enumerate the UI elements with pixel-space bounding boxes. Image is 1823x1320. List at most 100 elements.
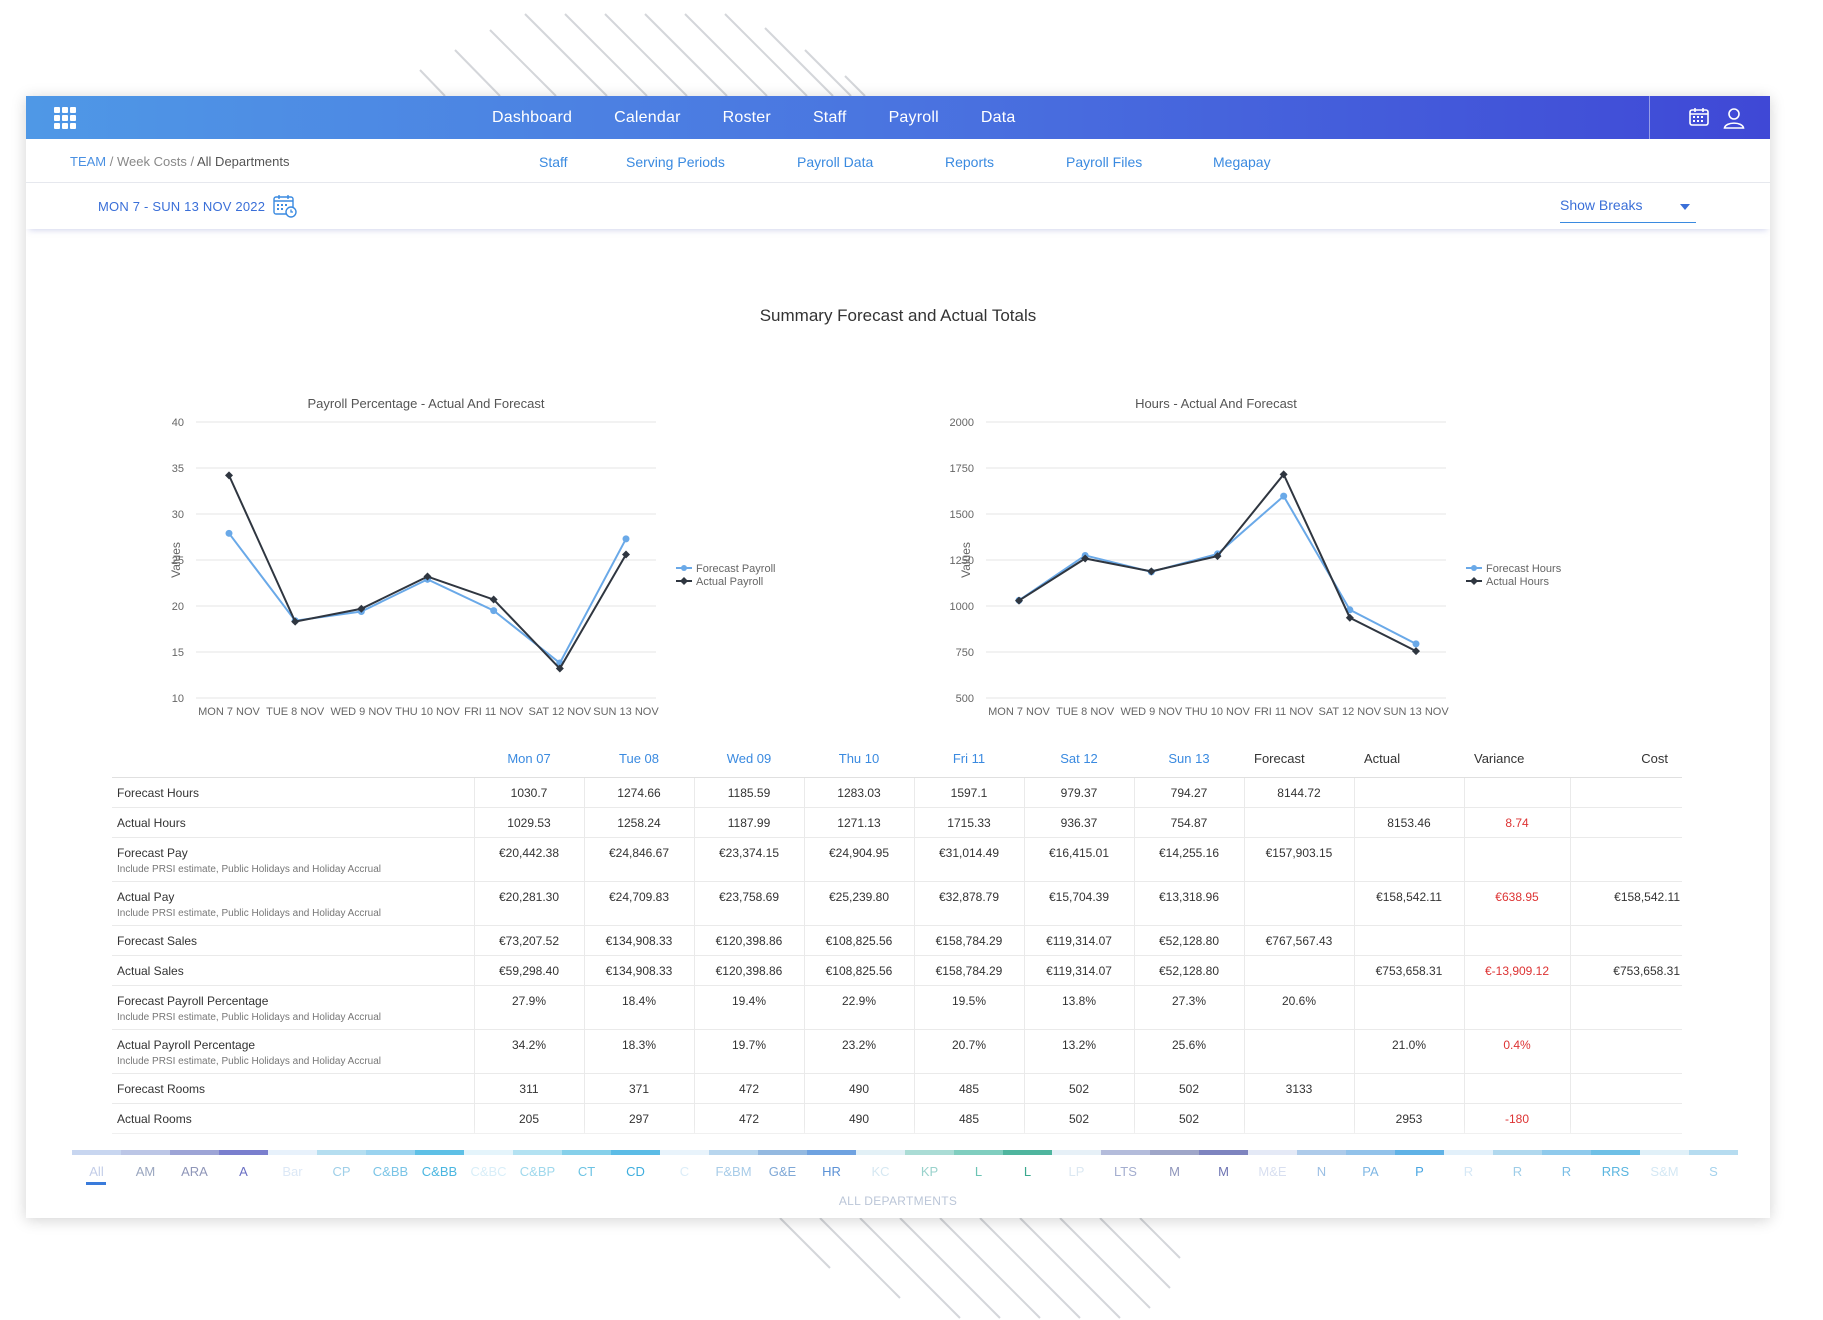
sub-navigation: TEAM / Week Costs / All Departments Staf…	[26, 139, 1770, 183]
department-item[interactable]: S&M	[1650, 1164, 1679, 1179]
department-item[interactable]: KC	[871, 1164, 890, 1179]
y-tick-label: 500	[956, 693, 974, 705]
department-item[interactable]: KP	[920, 1164, 939, 1179]
nav-payroll[interactable]: Payroll	[888, 108, 939, 126]
data-point[interactable]	[1081, 554, 1090, 563]
day-value-cell: €119,314.07	[1023, 955, 1134, 986]
data-point[interactable]	[622, 550, 630, 559]
department-item[interactable]: CP	[332, 1164, 351, 1179]
department-item[interactable]: L	[1023, 1164, 1032, 1179]
department-item[interactable]: M	[1169, 1164, 1180, 1179]
variance-cell: 8.74	[1463, 807, 1570, 838]
data-point[interactable]	[1015, 596, 1023, 605]
day-value-cell: 1187.99	[693, 807, 804, 838]
nav-staff[interactable]: Staff	[812, 108, 847, 126]
department-item[interactable]: HR	[822, 1164, 841, 1179]
department-item[interactable]: G&E	[768, 1164, 797, 1179]
y-tick-label: 25	[172, 555, 184, 567]
y-tick-label: 40	[172, 417, 184, 429]
data-point[interactable]	[225, 471, 233, 480]
totals-table: Mon 07 Tue 08 Wed 09 Thu 10 Fri 11 Sat 1…	[112, 740, 1682, 1134]
data-point[interactable]	[225, 529, 233, 537]
row-sublabel: Include PRSI estimate, Public Holidays a…	[117, 907, 382, 919]
x-tick-label: SAT 12 NOV	[529, 706, 592, 716]
department-item[interactable]: A	[239, 1164, 248, 1179]
subtab-staff[interactable]: Staff	[539, 154, 568, 170]
department-item[interactable]: LTS	[1114, 1164, 1137, 1179]
department-item[interactable]: R	[1512, 1164, 1523, 1179]
day-value-cell: 502	[1023, 1073, 1134, 1104]
day-value-cell: 23.2%	[803, 1029, 914, 1074]
nav-dashboard[interactable]: Dashboard	[492, 108, 573, 126]
department-item[interactable]: RRS	[1601, 1164, 1630, 1179]
department-item[interactable]: All	[89, 1164, 104, 1179]
department-stripe	[219, 1150, 268, 1155]
header-variance: Variance	[1464, 740, 1570, 778]
department-item[interactable]: CT	[577, 1164, 596, 1179]
data-point[interactable]	[291, 617, 300, 626]
breadcrumb-week-costs[interactable]: Week Costs	[117, 154, 187, 169]
department-item[interactable]: C	[679, 1164, 690, 1179]
department-item[interactable]: C&BB	[372, 1164, 409, 1179]
department-item[interactable]: R	[1561, 1164, 1572, 1179]
nav-calendar[interactable]: Calendar	[614, 108, 681, 126]
date-picker-calendar-icon[interactable]	[272, 193, 298, 224]
data-point[interactable]	[357, 604, 366, 613]
subtab-serving-periods[interactable]: Serving Periods	[626, 154, 725, 170]
day-value-cell: €24,709.83	[583, 881, 694, 926]
department-item[interactable]: Bar	[282, 1164, 303, 1179]
department-item[interactable]: L	[974, 1164, 983, 1179]
x-tick-label: THU 10 NOV	[1185, 706, 1250, 716]
data-point[interactable]	[1147, 567, 1156, 576]
department-item[interactable]: M	[1218, 1164, 1229, 1179]
day-value-cell: €158,784.29	[913, 925, 1024, 956]
department-item[interactable]: R	[1463, 1164, 1474, 1179]
day-value-cell: 1271.13	[803, 807, 914, 838]
department-item[interactable]: PA	[1362, 1164, 1379, 1179]
department-item[interactable]: AM	[135, 1164, 156, 1179]
data-point[interactable]	[490, 607, 498, 615]
department-item[interactable]: CD	[626, 1164, 645, 1179]
data-point[interactable]	[489, 595, 498, 604]
data-point[interactable]	[555, 664, 564, 673]
nav-data[interactable]: Data	[980, 108, 1016, 126]
apps-grid-icon[interactable]	[54, 107, 76, 129]
department-item[interactable]: ARA	[181, 1164, 208, 1179]
department-item[interactable]: F&BM	[715, 1164, 752, 1179]
department-item[interactable]: N	[1316, 1164, 1327, 1179]
subtab-reports[interactable]: Reports	[945, 154, 995, 170]
date-range-label[interactable]: MON 7 - SUN 13 NOV 2022	[98, 199, 266, 214]
row-label-cell: Forecast Pay Include PRSI estimate, Publi…	[112, 837, 474, 882]
data-point[interactable]	[1279, 470, 1288, 479]
data-point[interactable]	[1280, 492, 1288, 500]
department-item[interactable]: C&BC	[470, 1164, 507, 1179]
day-value-cell: 25.6%	[1133, 1029, 1244, 1074]
x-tick-label: MON 7 NOV	[198, 706, 260, 716]
department-stripe	[513, 1150, 562, 1155]
subtab-payroll-data[interactable]: Payroll Data	[797, 154, 874, 170]
department-item[interactable]: C&BB	[421, 1164, 458, 1179]
data-point[interactable]	[622, 535, 630, 543]
day-value-cell: 371	[583, 1073, 694, 1104]
department-item[interactable]: C&BP	[519, 1164, 556, 1179]
department-item[interactable]: P	[1415, 1164, 1424, 1179]
breadcrumb-team[interactable]: TEAM	[70, 154, 107, 169]
data-point[interactable]	[1213, 552, 1222, 561]
data-point[interactable]	[1412, 647, 1420, 656]
nav-roster[interactable]: Roster	[722, 108, 771, 126]
data-point[interactable]	[423, 572, 432, 581]
subtab-payroll-files[interactable]: Payroll Files	[1066, 154, 1143, 170]
user-profile-icon[interactable]	[1722, 106, 1746, 135]
subtab-megapay[interactable]: Megapay	[1213, 154, 1271, 170]
day-value-cell: 502	[1133, 1073, 1244, 1104]
calendar-icon[interactable]	[1688, 106, 1710, 135]
data-point[interactable]	[1412, 640, 1420, 648]
day-value-cell: 1185.59	[693, 777, 804, 808]
data-point[interactable]	[1345, 613, 1354, 622]
department-item[interactable]: S	[1709, 1164, 1718, 1179]
department-item[interactable]: LP	[1068, 1164, 1085, 1179]
cost-cell: €158,542.11	[1569, 881, 1682, 926]
department-item[interactable]: M&E	[1258, 1164, 1287, 1179]
show-breaks-select[interactable]: Show Breaks	[1560, 193, 1696, 223]
show-breaks-value: Show Breaks	[1560, 197, 1643, 213]
